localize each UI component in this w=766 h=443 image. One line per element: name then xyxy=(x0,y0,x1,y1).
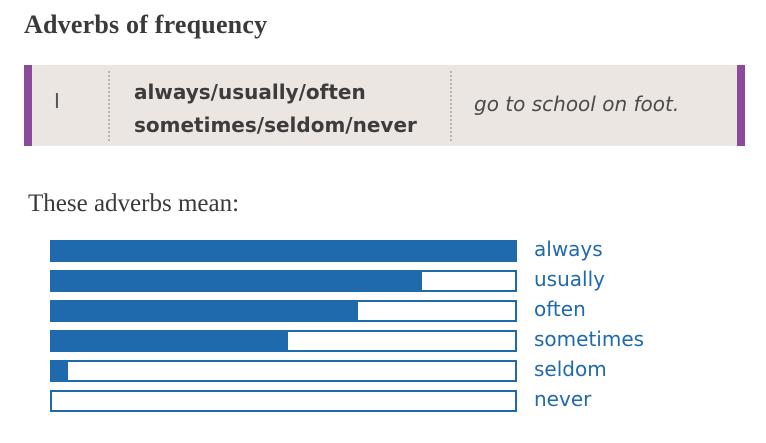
accent-bar-left xyxy=(24,65,32,146)
scale-bar-always xyxy=(50,240,517,262)
scale-bar-sometimes xyxy=(50,330,517,352)
scale-fill-seldom xyxy=(52,362,69,380)
scale-bar-often xyxy=(50,300,517,322)
scale-fill-usually xyxy=(52,272,423,290)
adverbs-line-1: always/usually/often xyxy=(134,80,366,104)
scale-fill-sometimes xyxy=(52,332,289,350)
scale-label-never: never xyxy=(534,387,592,411)
scale-bar-usually xyxy=(50,270,517,292)
adverbs-cell: always/usually/often sometimes/seldom/ne… xyxy=(134,76,417,142)
grammar-box: I always/usually/often sometimes/seldom/… xyxy=(24,65,745,146)
page-title: Adverbs of frequency xyxy=(24,10,268,39)
divider-dotted-2 xyxy=(450,71,452,141)
scale-label-always: always xyxy=(534,237,603,261)
intro-text: These adverbs mean: xyxy=(28,190,240,217)
accent-bar-right xyxy=(737,65,745,146)
adverbs-line-2: sometimes/seldom/never xyxy=(134,113,417,137)
scale-label-usually: usually xyxy=(534,267,605,291)
scale-bar-never xyxy=(50,390,517,412)
scale-label-seldom: seldom xyxy=(534,357,607,381)
scale-label-often: often xyxy=(534,297,586,321)
scale-fill-often xyxy=(52,302,358,320)
scale-label-sometimes: sometimes xyxy=(534,327,645,351)
phrase-cell: go to school on foot. xyxy=(474,92,680,116)
subject-cell: I xyxy=(54,89,60,113)
scale-fill-always xyxy=(52,242,515,260)
scale-bar-seldom xyxy=(50,360,517,382)
divider-dotted-1 xyxy=(108,71,110,141)
